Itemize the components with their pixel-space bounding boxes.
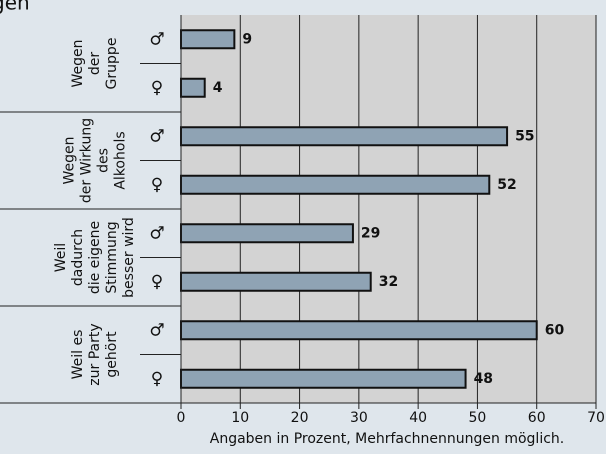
value-label: 4 [213,80,223,96]
bar [180,368,467,389]
category-label: besser wird [121,217,137,298]
category-label: Alkohols [113,131,129,189]
bar [180,174,491,195]
category-label: der [87,52,103,76]
category-label: Stimmung [104,221,120,293]
category-label: Weil es [70,330,86,380]
series-symbol: ♀ [151,175,163,195]
value-label: 32 [379,274,398,290]
bar [180,320,538,341]
series-symbol: ♀ [151,272,163,292]
chart-title: gen [0,0,30,15]
category-label: Wegen [70,39,86,87]
bar [180,223,354,244]
plot-area [181,15,596,403]
series-symbol: ♂ [149,223,164,243]
category-label: der Wirkung [79,118,95,203]
x-tick-label: 10 [231,410,249,426]
series-symbol: ♀ [151,78,163,98]
value-label: 48 [474,371,493,387]
x-tick-label: 0 [177,410,186,426]
series-symbol: ♂ [149,29,164,49]
x-tick-label: 30 [350,410,368,426]
value-label: 60 [545,322,565,338]
bar [180,271,372,292]
series-symbol: ♂ [149,126,164,146]
bar [180,77,206,98]
category-label: Gruppe [104,38,120,90]
x-tick-label: 70 [587,410,605,426]
x-tick-label: 60 [528,410,546,426]
category-label: Wegen [62,136,78,184]
series-symbol: ♀ [151,369,163,389]
x-tick-label: 20 [291,410,309,426]
x-tick-label: 40 [409,410,427,426]
category-label: des [96,148,112,173]
series-symbol: ♂ [149,320,164,340]
value-label: 29 [361,225,380,241]
x-axis-label: Angaben in Prozent, Mehrfachnennungen mö… [210,431,564,447]
category-label: Weil [53,243,69,272]
value-label: 55 [515,128,534,144]
bar [180,29,236,50]
value-label: 52 [497,177,516,193]
category-label: gehört [104,331,120,378]
x-tick-label: 50 [469,410,487,426]
bar [180,126,509,147]
value-label: 9 [242,31,252,47]
category-label: zur Party [87,323,103,385]
category-label: dadurch [70,229,86,286]
category-label: die eigene [87,221,103,294]
